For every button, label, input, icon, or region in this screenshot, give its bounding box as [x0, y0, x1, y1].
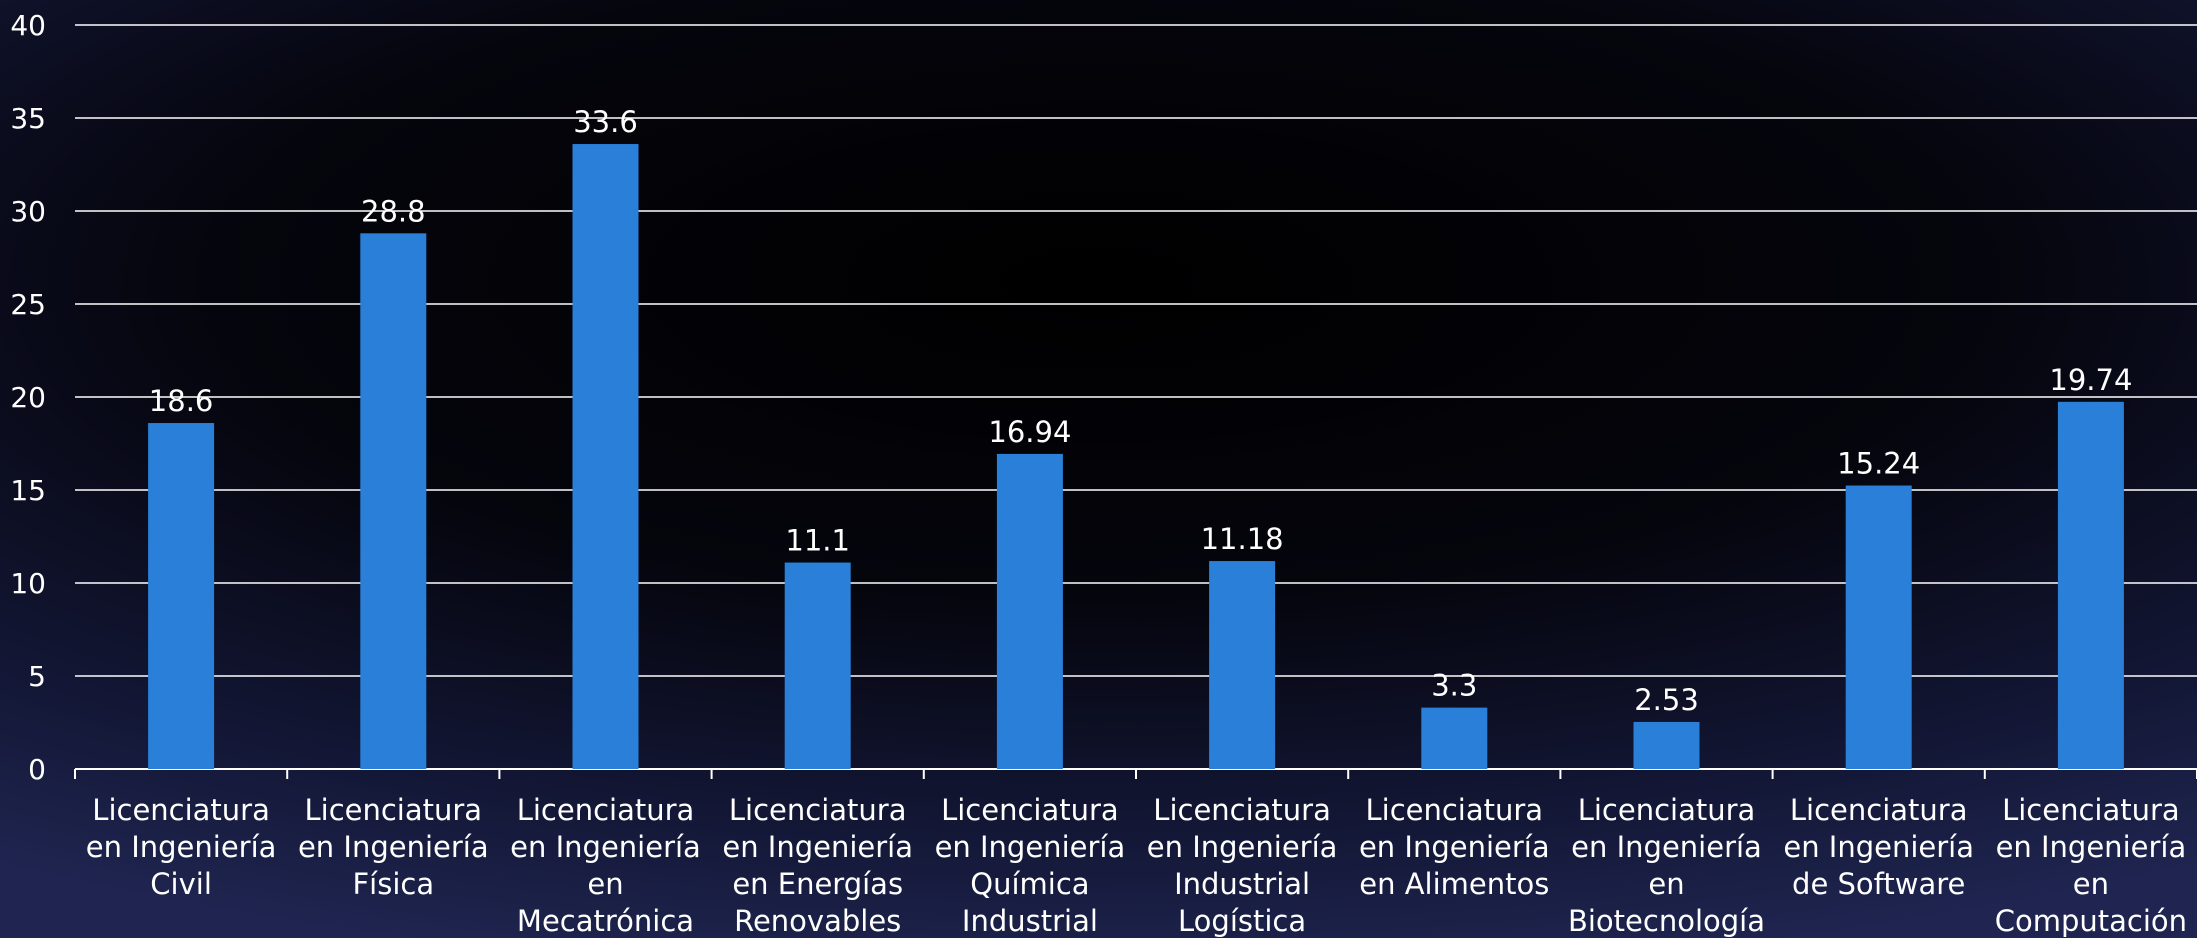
x-tick-label-line: Industrial — [1174, 867, 1310, 901]
bar — [360, 233, 426, 769]
x-tick-label-line: en Energías — [732, 867, 903, 901]
x-tick-label-line: de Software — [1792, 867, 1965, 901]
x-tick-label-line: en Ingeniería — [1359, 830, 1550, 864]
data-label: 15.24 — [1837, 447, 1920, 481]
data-label: 18.6 — [149, 384, 214, 418]
x-tick-label: Licenciatura en Ingeniería en Energías Reno… — [722, 793, 913, 938]
x-tick-label-line: en Ingeniería — [1996, 830, 2187, 864]
y-tick-label: 35 — [10, 102, 46, 135]
x-tick-label-line: en Ingeniería — [935, 830, 1126, 864]
data-label: 3.3 — [1431, 669, 1477, 703]
x-tick-label-line: Licenciatura — [1790, 793, 1968, 827]
data-labels: 18.6 28.8 33.6 11.1 16.94 11.18 3.3 2.53 15.24 19… — [149, 105, 2133, 717]
x-tick-label-line: Computación — [1995, 904, 2187, 938]
x-tick-label: Licenciatura en Ingeniería en Biotecnología — [1568, 793, 1765, 938]
x-tick-label-line: Licenciatura — [2002, 793, 2180, 827]
bar — [1421, 708, 1487, 769]
category-labels: Licenciatura en Ingeniería CivilLicenciatu… — [86, 793, 2187, 938]
bar — [573, 144, 639, 769]
x-tick-label-line: Licenciatura — [941, 793, 1119, 827]
x-tick-label: Licenciatura en Ingeniería en Computación — [1995, 793, 2187, 938]
x-tick-label: Licenciatura en Ingeniería Física — [298, 793, 489, 901]
data-label: 19.74 — [2049, 363, 2132, 397]
x-tick-label-line: en — [587, 867, 623, 901]
y-tick-label: 15 — [10, 474, 46, 507]
bar — [785, 563, 851, 769]
x-tick-label-line: Licenciatura — [304, 793, 482, 827]
x-tick-label-line: Licenciatura — [92, 793, 270, 827]
data-label: 2.53 — [1634, 683, 1699, 717]
x-tick-label: Licenciatura en Ingeniería Civil — [86, 793, 277, 901]
x-tick-label-line: Licenciatura — [1153, 793, 1331, 827]
x-tick-label-line: en — [2073, 867, 2109, 901]
y-tick-label: 10 — [10, 567, 46, 600]
y-tick-label: 20 — [10, 381, 46, 414]
x-tick-label-line: Física — [352, 867, 434, 901]
bar — [1846, 486, 1912, 769]
x-tick-label-line: en Alimentos — [1359, 867, 1549, 901]
x-tick-label-line: Licenciatura — [517, 793, 695, 827]
x-tick-label-line: en Ingeniería — [510, 830, 701, 864]
x-tick-label-line: en Ingeniería — [86, 830, 277, 864]
bar — [1634, 722, 1700, 769]
data-label: 11.18 — [1201, 522, 1284, 556]
y-axis-ticks: 0 5 10 15 20 25 30 35 40 — [10, 9, 46, 786]
data-label: 11.1 — [785, 524, 850, 558]
x-tick-label-line: en Ingeniería — [722, 830, 913, 864]
bar — [2058, 402, 2124, 769]
x-tick-label-line: Mecatrónica — [517, 904, 694, 938]
x-tick-label-line: Química — [970, 867, 1089, 901]
y-tick-label: 40 — [10, 9, 46, 42]
bar — [997, 454, 1063, 769]
x-tick-label-line: Civil — [150, 867, 212, 901]
y-tick-label: 5 — [28, 660, 46, 693]
x-tick-label-line: Biotecnología — [1568, 904, 1765, 938]
x-tick-label: Licenciatura en Ingeniería en Mecatrónica — [510, 793, 701, 938]
x-tick-label-line: Industrial — [962, 904, 1098, 938]
x-tick-label-line: Licenciatura — [729, 793, 907, 827]
x-tick-label-line: en — [1648, 867, 1684, 901]
data-label: 28.8 — [361, 194, 426, 228]
y-tick-label: 0 — [28, 753, 46, 786]
x-tick-label-line: Renovables — [734, 904, 901, 938]
x-tick-label: Licenciatura en Ingeniería de Software — [1783, 793, 1974, 901]
x-axis — [75, 769, 2197, 779]
x-tick-label: Licenciatura en Ingeniería Química Industri… — [935, 793, 1126, 938]
x-tick-label: Licenciatura en Ingeniería Industrial Logís… — [1147, 793, 1338, 938]
y-tick-label: 30 — [10, 195, 46, 228]
x-tick-label-line: en Ingeniería — [1783, 830, 1974, 864]
bar — [1209, 561, 1275, 769]
x-tick-label-line: Licenciatura — [1365, 793, 1543, 827]
bar — [148, 423, 214, 769]
data-label: 33.6 — [573, 105, 638, 139]
x-tick-label-line: en Ingeniería — [1571, 830, 1762, 864]
x-tick-label-line: Licenciatura — [1578, 793, 1756, 827]
data-label: 16.94 — [988, 415, 1071, 449]
x-tick-label-line: en Ingeniería — [1147, 830, 1338, 864]
x-tick-label: Licenciatura en Ingeniería en Alimentos — [1359, 793, 1550, 901]
x-tick-label-line: Logística — [1178, 904, 1306, 938]
y-tick-label: 25 — [10, 288, 46, 321]
x-tick-label-line: en Ingeniería — [298, 830, 489, 864]
